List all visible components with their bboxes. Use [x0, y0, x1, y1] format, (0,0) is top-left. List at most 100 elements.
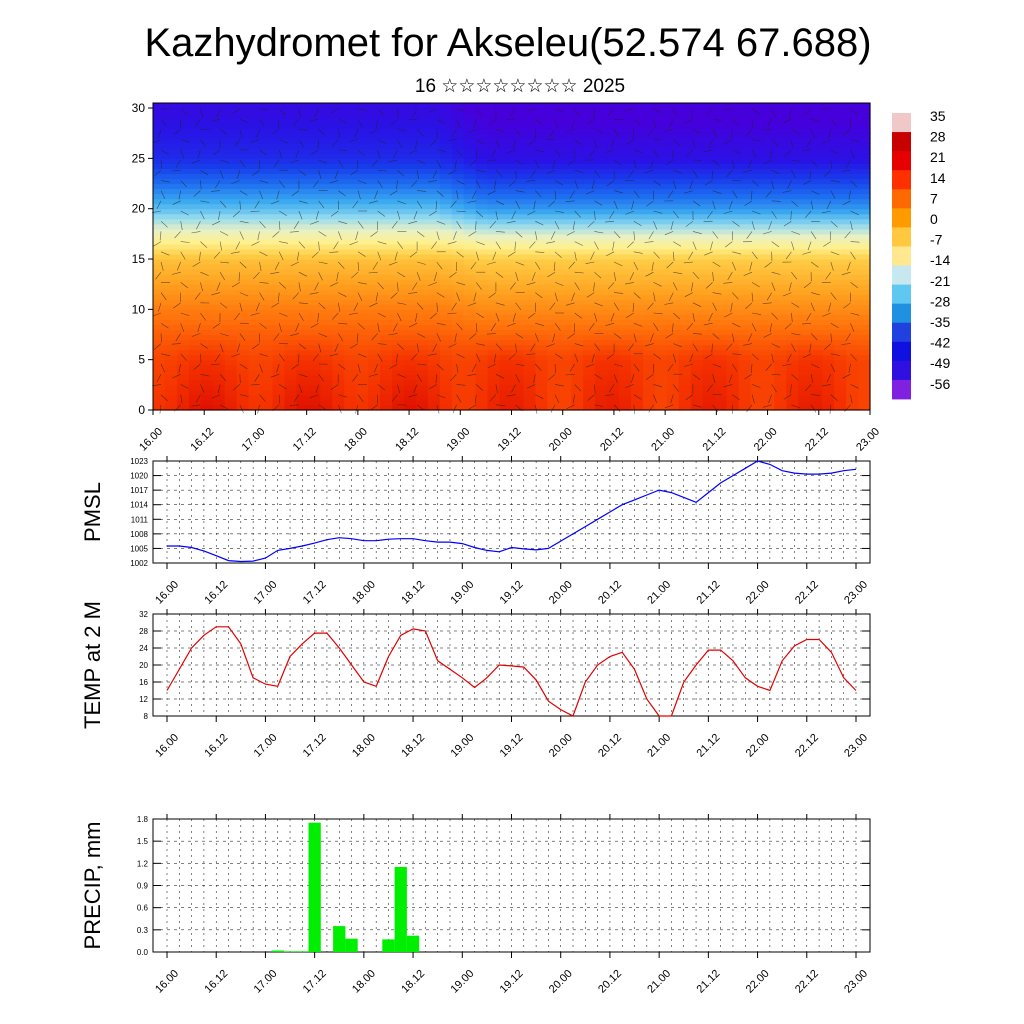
heatmap-cell: [439, 334, 453, 341]
heatmap-cell: [834, 294, 847, 300]
heatmap-cell: [642, 379, 656, 386]
heatmap-cell: [714, 334, 728, 341]
heatmap-cell: [810, 314, 823, 321]
heatmap-cell: [583, 314, 596, 321]
heatmap-cell: [834, 238, 847, 245]
heatmap-cell: [619, 193, 632, 200]
heatmap-cell: [451, 314, 465, 321]
heatmap-cell: [200, 228, 214, 235]
heatmap-cell: [260, 274, 274, 280]
heatmap-cell: [176, 379, 190, 386]
heatmap-cell: [272, 394, 286, 401]
heatmap-cell: [750, 128, 764, 134]
heatmap-cell: [224, 228, 238, 235]
wind-barb: [526, 108, 536, 112]
heatmap-cell: [571, 364, 584, 371]
heatmap-cell: [702, 193, 716, 200]
heatmap-cell: [571, 264, 584, 270]
heatmap-cell: [248, 399, 262, 406]
heatmap-cell: [248, 319, 262, 326]
heatmap-cell: [284, 329, 297, 336]
heatmap-cell: [284, 108, 297, 114]
heatmap-cell: [774, 294, 787, 300]
heatmap-cell: [260, 359, 274, 366]
heatmap-cell: [774, 309, 787, 315]
wind-barb: [495, 200, 505, 205]
heatmap-cell: [200, 339, 214, 346]
heatmap-cell: [200, 374, 214, 381]
heatmap-cell: [320, 339, 333, 346]
heatmap-cell: [296, 394, 309, 401]
wind-barb: [554, 384, 564, 387]
heatmap-cell: [248, 299, 262, 305]
heatmap-cell: [260, 213, 274, 220]
heatmap-cell: [642, 188, 656, 195]
heatmap-cell: [571, 394, 584, 401]
heatmap-cell: [858, 193, 871, 200]
wind-barb: [298, 271, 308, 277]
heatmap-cell: [463, 319, 477, 326]
heatmap-cell: [858, 389, 871, 396]
heatmap-cell: [523, 369, 536, 376]
wind-barb: [743, 271, 753, 276]
heatmap-cell: [607, 354, 620, 361]
wind-barb: [810, 374, 814, 384]
heatmap-cell: [858, 404, 871, 411]
heatmap-cell: [702, 238, 716, 245]
heatmap-cell: [475, 108, 489, 114]
heatmap-cell: [726, 133, 740, 139]
wind-barb: [554, 210, 564, 213]
wind-barb: [239, 261, 247, 269]
heatmap-cell: [499, 168, 513, 175]
heatmap-cell: [559, 243, 572, 250]
heatmap-cell: [810, 233, 823, 240]
heatmap-cell: [822, 103, 835, 109]
heatmap-cell: [607, 253, 620, 260]
wind-barb: [810, 231, 817, 240]
wind-barb: [456, 221, 462, 229]
heatmap-cell: [595, 309, 608, 315]
wind-barb: [436, 220, 446, 225]
heatmap-cell: [738, 173, 752, 180]
heatmap-cell: [642, 138, 656, 144]
heatmap-cell: [451, 173, 465, 180]
heatmap-cell: [547, 309, 560, 315]
heatmap-cell: [559, 113, 572, 119]
heatmap-cell: [714, 128, 728, 134]
wind-barb: [732, 292, 739, 300]
wind-barb: [515, 302, 522, 311]
heatmap-cell: [200, 108, 214, 114]
heatmap-cell: [475, 264, 489, 270]
heatmap-cell: [475, 163, 489, 170]
heatmap-cell: [678, 314, 692, 321]
heatmap-cell: [607, 188, 620, 195]
wind-barb: [624, 282, 634, 285]
heatmap-cell: [631, 319, 644, 326]
heatmap-cell: [296, 289, 309, 295]
heatmap-cell: [200, 118, 214, 124]
wind-barb: [802, 322, 812, 325]
wind-barb: [152, 139, 162, 144]
heatmap-cell: [726, 163, 740, 170]
heatmap-cell: [666, 243, 680, 250]
heatmap-cell: [702, 359, 716, 366]
wind-barb: [605, 394, 615, 396]
wind-barb: [791, 129, 800, 135]
heatmap-cell: [571, 339, 584, 346]
heatmap-cell: [415, 218, 429, 225]
wind-barb: [771, 373, 781, 376]
wind-barb: [199, 251, 201, 261]
heatmap-cell: [607, 228, 620, 235]
heatmap-cell: [774, 304, 787, 310]
heatmap-cell: [272, 138, 286, 144]
heatmap-cell: [810, 183, 823, 190]
heatmap-cell: [726, 128, 740, 134]
heatmap-cell: [834, 339, 847, 346]
heatmap-cell: [332, 304, 345, 310]
heatmap-cell: [846, 163, 859, 170]
wind-barb: [535, 261, 541, 270]
heatmap-cell: [415, 299, 429, 305]
heatmap-cell: [583, 279, 596, 285]
wind-barb: [160, 322, 169, 329]
wind-barb: [329, 251, 339, 253]
